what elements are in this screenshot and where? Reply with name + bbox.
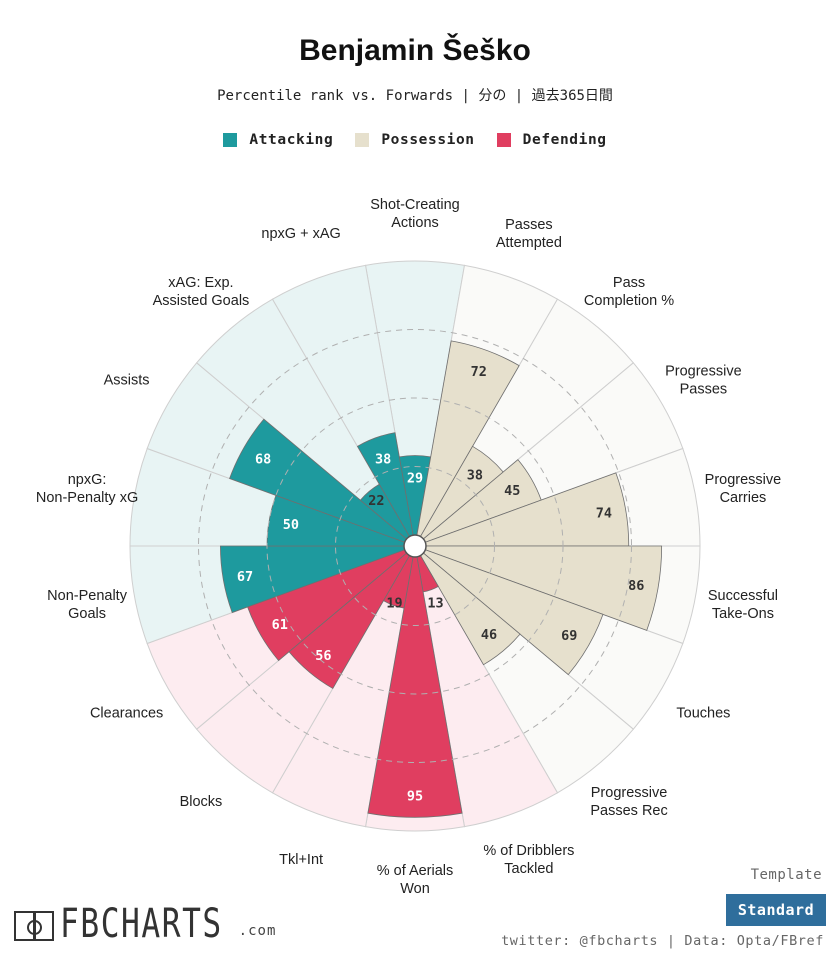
value-label-pass-completion: 38: [467, 468, 483, 484]
template-value-badge: Standard: [726, 894, 826, 926]
axis-label-blocks: Blocks: [180, 794, 223, 810]
legend-label-attacking: Attacking: [249, 132, 334, 148]
template-label: Template: [750, 867, 822, 883]
axis-label-passes-attempted: Passes Attempted: [496, 217, 562, 251]
legend-item-attacking: Attacking: [223, 132, 333, 148]
value-label-of-dribblers-tackled: 13: [427, 595, 443, 611]
legend: Attacking Possession Defending: [0, 132, 830, 148]
brand-logo-group: FBCHARTS .com: [14, 901, 277, 947]
legend-swatch-attacking: [223, 133, 238, 147]
value-label-tkl-int: 19: [386, 595, 402, 611]
pitch-logo-icon: [14, 911, 54, 941]
brand-name: FBCHARTS: [60, 901, 223, 947]
axis-label-tkl-int: Tkl+Int: [279, 852, 323, 868]
value-label-progressive-carries: 74: [596, 506, 612, 522]
legend-swatch-possession: [355, 133, 370, 147]
gridline-50: [266, 397, 564, 695]
axis-label-assists: Assists: [104, 373, 150, 389]
legend-item-possession: Possession: [355, 132, 474, 148]
axis-label-npxg-non-penalty-xg: npxG: Non-Penalty xG: [36, 472, 138, 506]
legend-swatch-defending: [496, 133, 511, 147]
gridline-75: [198, 329, 632, 763]
credit-text: twitter: @fbcharts | Data: Opta/FBref: [501, 933, 824, 949]
axis-label-non-penalty-goals: Non-Penalty Goals: [47, 588, 128, 622]
legend-label-possession: Possession: [381, 132, 475, 148]
value-label-progressive-passes: 45: [504, 483, 520, 499]
value-label-non-penalty-goals: 67: [237, 569, 253, 585]
legend-label-defending: Defending: [522, 132, 607, 148]
value-label-blocks: 56: [315, 648, 331, 664]
axis-label-progressive-passes: Progressive Passes: [665, 364, 742, 398]
axis-label-npxg-xag: npxG + xAG: [261, 226, 340, 242]
axis-label-xag-exp-assisted-goals: xAG: Exp. Assisted Goals: [153, 275, 250, 309]
value-label-clearances: 61: [272, 617, 288, 633]
chart-title: Benjamin Šeško: [299, 34, 531, 67]
axis-label-progressive-passes-rec: Progressive Passes Rec: [590, 785, 667, 819]
legend-item-defending: Defending: [496, 132, 607, 148]
axis-label-of-aerials-won: % of Aerials Won: [377, 863, 454, 897]
axis-label-clearances: Clearances: [90, 706, 163, 722]
value-label-of-aerials-won: 95: [407, 788, 423, 804]
axis-label-of-dribblers-tackled: % of Dribblers Tackled: [483, 843, 574, 877]
axis-label-progressive-carries: Progressive Carries: [705, 472, 782, 506]
brand-suffix: .com: [238, 923, 277, 939]
center-hub: [403, 534, 427, 558]
value-label-npxg-non-penalty-xg: 50: [283, 517, 299, 533]
value-label-touches: 69: [561, 628, 577, 644]
axis-label-successful-take-ons: Successful Take-Ons: [708, 588, 778, 622]
value-label-xag-exp-assisted-goals: 22: [368, 493, 384, 509]
axis-label-shot-creating-actions: Shot-Creating Actions: [370, 197, 459, 231]
value-label-passes-attempted: 72: [471, 364, 487, 380]
axis-label-touches: Touches: [676, 706, 730, 722]
chart-subtitle: Percentile rank vs. Forwards | 分の | 過去36…: [217, 88, 613, 104]
axis-label-pass-completion: Pass Completion %: [584, 275, 674, 309]
value-label-npxg-xag: 38: [375, 451, 391, 467]
value-label-progressive-passes-rec: 46: [481, 627, 497, 643]
value-label-shot-creating-actions: 29: [407, 471, 423, 487]
value-label-assists: 68: [255, 451, 271, 467]
value-label-successful-take-ons: 86: [628, 578, 644, 594]
gridline-25: [335, 466, 495, 626]
